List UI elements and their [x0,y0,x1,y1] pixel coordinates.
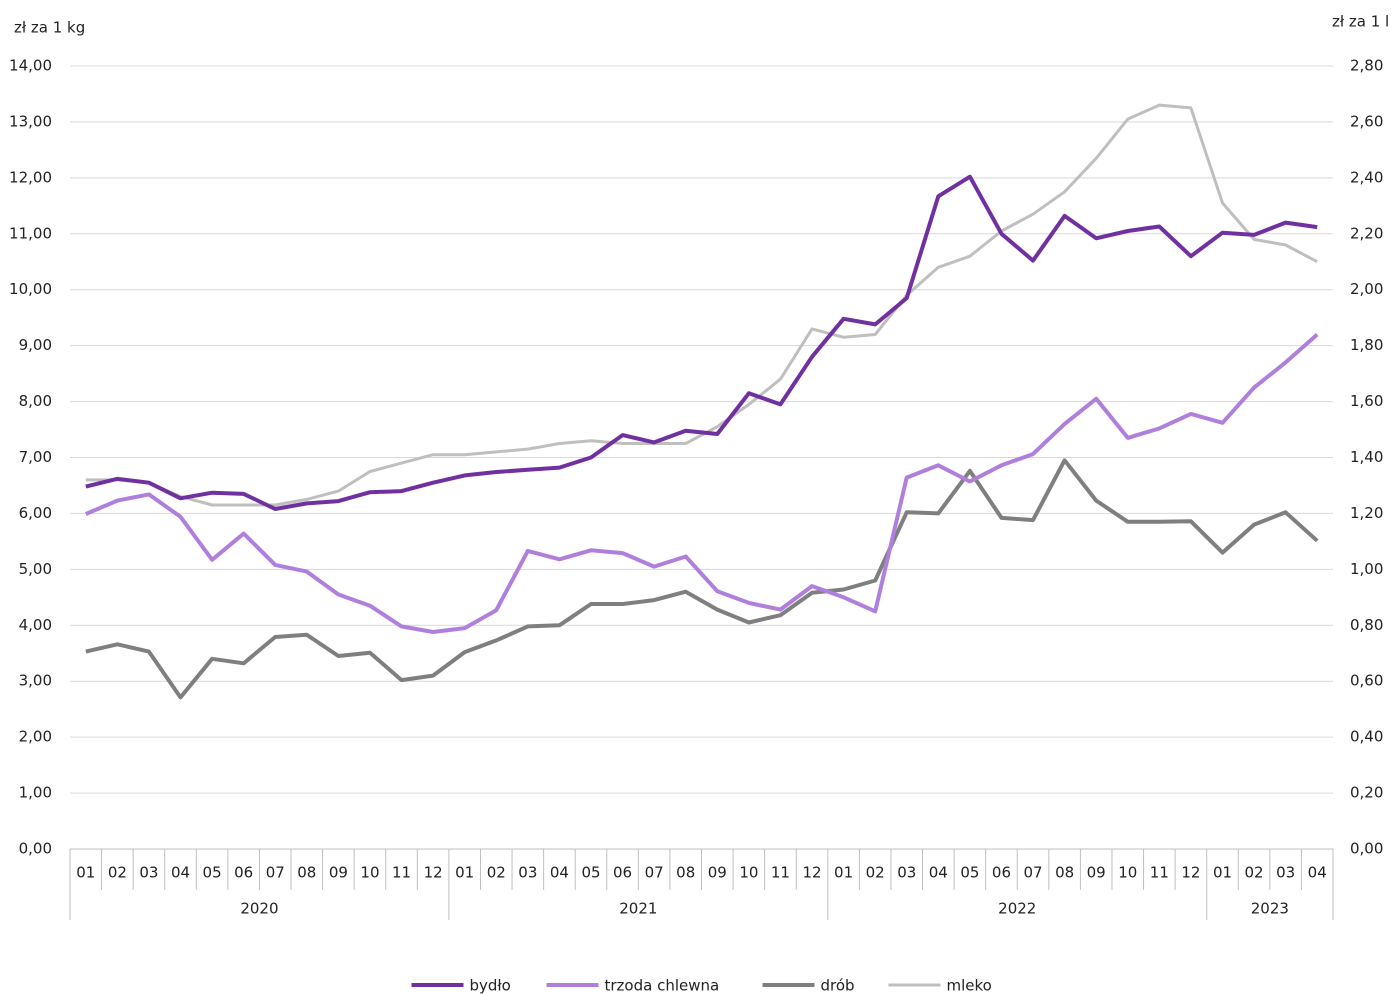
y2-tick-label: 0,20 [1350,784,1383,802]
y-axis-label: zł za 1 kg [14,19,85,37]
x-tick-label: 07 [645,864,664,882]
y-tick-label: 14,00 [9,57,52,75]
x-tick-label: 02 [108,864,127,882]
y2-tick-label: 2,20 [1350,224,1383,242]
series-line [85,174,1318,511]
year-label: 2020 [240,900,278,918]
x-tick-label: 01 [455,864,474,882]
series-line [85,458,1319,700]
y2-tick-label: 0,80 [1350,616,1383,634]
x-tick-label: 01 [1213,864,1232,882]
x-tick-label: 09 [708,864,727,882]
legend-label: mleko [947,977,992,994]
y-tick-label: 9,00 [19,336,52,354]
x-tick-label: 02 [487,864,506,882]
legend-label: trzoda chlewna [605,977,720,994]
x-tick-label: 05 [581,864,600,882]
x-tick-label: 05 [203,864,222,882]
y-tick-label: 5,00 [19,560,52,578]
x-tick-label: 02 [1245,864,1264,882]
y2-tick-label: 1,80 [1350,336,1383,354]
y-tick-label: 2,00 [19,728,52,746]
x-tick-label: 04 [929,864,948,882]
y-tick-label: 11,00 [9,224,52,242]
x-tick-label: 10 [739,864,758,882]
x-tick-label: 03 [897,864,916,882]
year-label: 2022 [998,900,1036,918]
x-tick-label: 11 [1150,864,1169,882]
y2-axis-label: zł za 1 l [1332,13,1389,31]
x-tick-label: 03 [518,864,537,882]
x-tick-label: 12 [424,864,443,882]
x-tick-label: 12 [802,864,821,882]
y2-tick-label: 0,40 [1350,728,1383,746]
x-tick-label: 09 [329,864,348,882]
y-tick-label: 0,00 [19,840,52,858]
y-tick-label: 12,00 [9,168,52,186]
y2-tick-label: 2,40 [1350,168,1383,186]
x-tick-label: 06 [613,864,632,882]
x-tick-label: 04 [171,864,190,882]
y-tick-label: 1,00 [19,784,52,802]
y2-tick-label: 0,00 [1350,840,1383,858]
x-tick-label: 11 [392,864,411,882]
x-tick-label: 03 [1276,864,1295,882]
x-tick-label: 11 [771,864,790,882]
x-tick-label: 08 [1055,864,1074,882]
y2-tick-label: 2,60 [1350,112,1383,130]
x-tick-label: 04 [550,864,569,882]
y2-tick-label: 1,00 [1350,560,1383,578]
x-tick-label: 01 [76,864,95,882]
x-tick-label: 08 [676,864,695,882]
y-tick-label: 13,00 [9,112,52,130]
y2-tick-label: 1,60 [1350,392,1383,410]
x-tick-label: 08 [297,864,316,882]
series-line [85,333,1319,634]
x-tick-label: 03 [139,864,158,882]
x-tick-label: 05 [960,864,979,882]
x-tick-label: 01 [834,864,853,882]
x-tick-label: 04 [1308,864,1327,882]
legend-label: bydło [470,977,511,994]
y-tick-label: 3,00 [19,672,52,690]
legend-label: drób [821,977,855,994]
y-tick-label: 8,00 [19,392,52,410]
x-tick-label: 02 [866,864,885,882]
x-tick-label: 06 [234,864,253,882]
y2-tick-label: 0,60 [1350,672,1383,690]
year-label: 2021 [619,900,657,918]
y-tick-label: 10,00 [9,280,52,298]
series-line [85,103,1318,507]
x-tick-label: 09 [1087,864,1106,882]
y-tick-label: 4,00 [19,616,52,634]
x-tick-label: 07 [266,864,285,882]
x-tick-label: 10 [1118,864,1137,882]
year-label: 2023 [1251,900,1289,918]
y2-tick-label: 2,00 [1350,280,1383,298]
y2-tick-label: 2,80 [1350,57,1383,75]
x-tick-label: 07 [1023,864,1042,882]
y-tick-label: 7,00 [19,448,52,466]
x-tick-label: 12 [1181,864,1200,882]
y-tick-label: 6,00 [19,504,52,522]
y2-tick-label: 1,40 [1350,448,1383,466]
y2-tick-label: 1,20 [1350,504,1383,522]
x-tick-label: 06 [992,864,1011,882]
x-tick-label: 10 [360,864,379,882]
